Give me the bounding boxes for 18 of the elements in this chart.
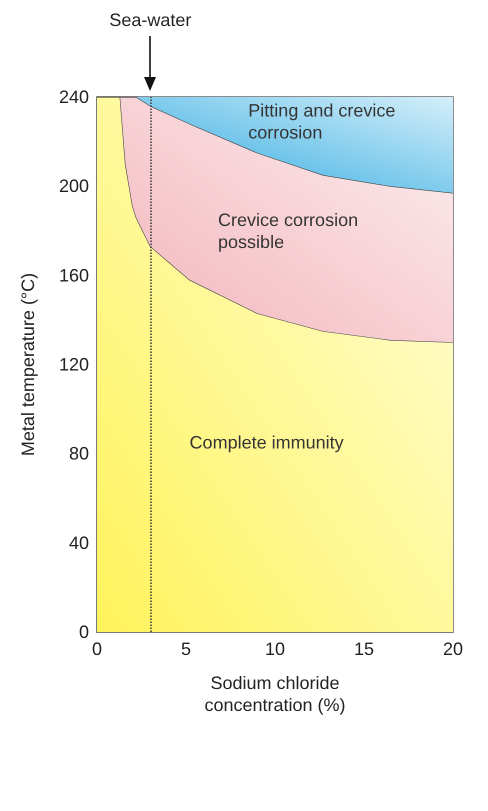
x-tick-label: 10	[264, 639, 286, 659]
x-tick-label: 15	[354, 639, 374, 659]
ref-line-label: Sea-water	[109, 10, 192, 30]
x-tick-label: 0	[92, 639, 102, 659]
y-tick-label: 0	[78, 622, 89, 642]
x-tick-label: 5	[180, 639, 192, 659]
x-tick-label: 20	[442, 639, 464, 659]
y-tick-label: 200	[58, 176, 89, 196]
y-tick-label: 40	[68, 532, 89, 553]
annotation: Crevice corrosion possible	[218, 210, 358, 252]
y-tick-label: 160	[58, 265, 89, 286]
y-tick-label: 80	[68, 444, 89, 464]
y-axis-title: Metal temperature (°C)	[18, 272, 38, 456]
annotation: Complete immunity	[190, 432, 344, 453]
annotation: Pitting and crevice corrosion	[248, 100, 396, 143]
y-tick-label: 240	[58, 87, 89, 107]
y-tick-label: 120	[58, 354, 89, 374]
x-axis-title: Sodium chloride concentration (%)	[204, 673, 346, 715]
